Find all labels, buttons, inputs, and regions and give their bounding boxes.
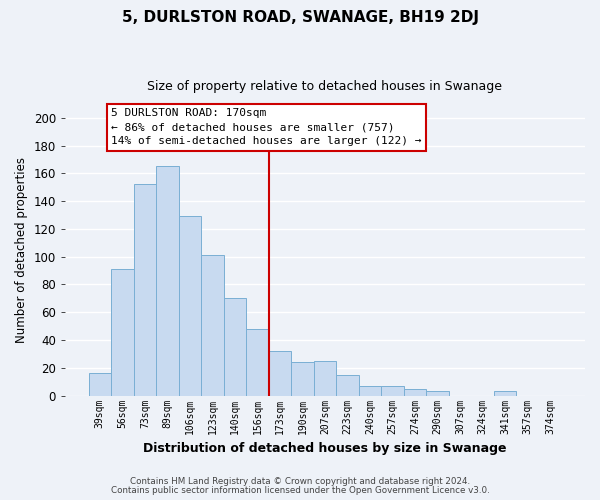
Bar xyxy=(89,374,111,396)
Text: 5, DURLSTON ROAD, SWANAGE, BH19 2DJ: 5, DURLSTON ROAD, SWANAGE, BH19 2DJ xyxy=(121,10,479,25)
Bar xyxy=(291,362,314,396)
Bar xyxy=(381,386,404,396)
Text: Contains public sector information licensed under the Open Government Licence v3: Contains public sector information licen… xyxy=(110,486,490,495)
Bar xyxy=(156,166,179,396)
Bar xyxy=(314,361,336,396)
Bar xyxy=(426,392,449,396)
Bar xyxy=(224,298,246,396)
Bar xyxy=(111,269,134,396)
Bar xyxy=(179,216,201,396)
Bar xyxy=(336,375,359,396)
Bar xyxy=(404,388,426,396)
Bar xyxy=(201,256,224,396)
Bar xyxy=(359,386,381,396)
Text: 5 DURLSTON ROAD: 170sqm
← 86% of detached houses are smaller (757)
14% of semi-d: 5 DURLSTON ROAD: 170sqm ← 86% of detache… xyxy=(111,108,422,146)
Bar xyxy=(494,392,517,396)
Bar xyxy=(269,351,291,396)
Y-axis label: Number of detached properties: Number of detached properties xyxy=(15,157,28,343)
Title: Size of property relative to detached houses in Swanage: Size of property relative to detached ho… xyxy=(148,80,502,93)
X-axis label: Distribution of detached houses by size in Swanage: Distribution of detached houses by size … xyxy=(143,442,507,455)
Text: Contains HM Land Registry data © Crown copyright and database right 2024.: Contains HM Land Registry data © Crown c… xyxy=(130,477,470,486)
Bar xyxy=(134,184,156,396)
Bar xyxy=(246,329,269,396)
